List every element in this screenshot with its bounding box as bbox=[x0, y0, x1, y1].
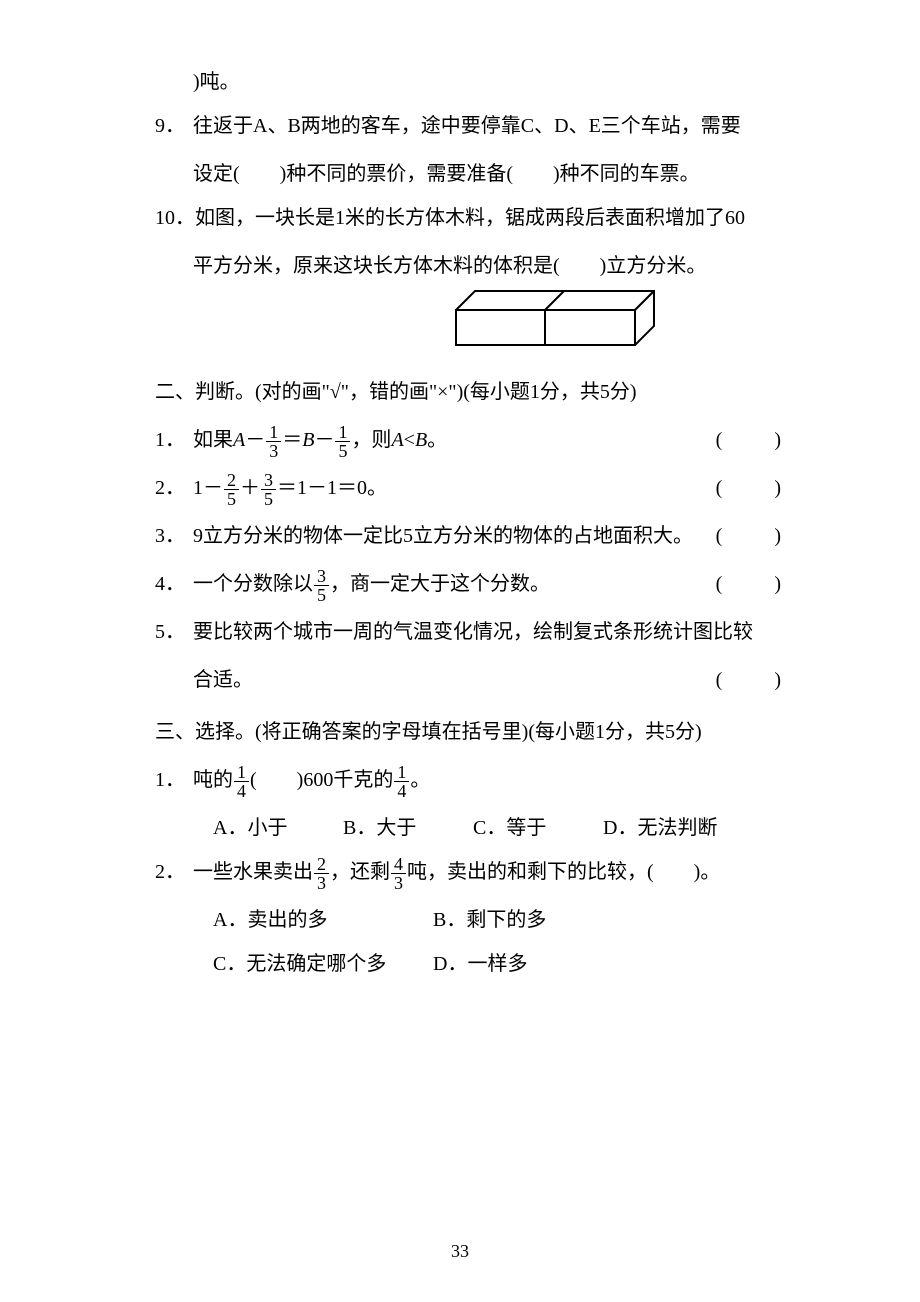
j4-paren[interactable]: ( ) bbox=[716, 562, 785, 606]
j1-varB1: B bbox=[302, 429, 314, 451]
j5-text: 要比较两个城市一周的气温变化情况，绘制复式条形统计图比较 bbox=[193, 610, 785, 654]
c2-choices-row1: A．卖出的多 B．剩下的多 bbox=[155, 898, 785, 942]
c2-frac1: 23 bbox=[314, 855, 329, 892]
c2-pre: 一些水果卖出 bbox=[193, 861, 313, 883]
j5-text-line2: 合适。 ( ) bbox=[193, 658, 785, 702]
j2-mid1: ＋ bbox=[240, 477, 260, 499]
q9-text2: 设定( )种不同的票价，需要准备( )种不同的车票。 bbox=[193, 163, 700, 185]
j1-num: 1． bbox=[155, 418, 193, 462]
j4-text: 一个分数除以35，商一定大于这个分数。 ( ) bbox=[193, 562, 785, 606]
j1-post: 。 bbox=[427, 429, 447, 451]
j2-paren[interactable]: ( ) bbox=[716, 466, 785, 510]
q8-trail-text: )吨。 bbox=[193, 71, 240, 93]
j5-text2: 合适。 bbox=[193, 658, 253, 702]
j4-pre: 一个分数除以 bbox=[193, 573, 313, 595]
j5-paren[interactable]: ( ) bbox=[716, 658, 785, 702]
c1-post: 。 bbox=[410, 769, 430, 791]
j5-text1: 要比较两个城市一周的气温变化情况，绘制复式条形统计图比较 bbox=[193, 610, 753, 654]
c1-choice-c[interactable]: C．等于 bbox=[473, 806, 603, 850]
c1-choice-d[interactable]: D．无法判断 bbox=[603, 806, 733, 850]
j3-paren[interactable]: ( ) bbox=[716, 514, 785, 558]
choice-q1: 1． 吨的14( )600千克的14。 bbox=[155, 758, 785, 802]
c2-num: 2． bbox=[155, 850, 193, 894]
choice-q2: 2． 一些水果卖出23，还剩43吨，卖出的和剩下的比较，( )。 bbox=[155, 850, 785, 894]
c2-mid2: 吨，卖出的和剩下的比较，( )。 bbox=[407, 861, 720, 883]
c1-frac1: 14 bbox=[234, 763, 249, 800]
j4-num: 4． bbox=[155, 562, 193, 606]
q10-text2: 平方分米，原来这块长方体木料的体积是( )立方分米。 bbox=[193, 255, 706, 277]
j3-num: 3． bbox=[155, 514, 193, 558]
j1-varA2: A bbox=[391, 429, 403, 451]
section3-title: 三、选择。(将正确答案的字母填在括号里)(每小题1分，共5分) bbox=[155, 710, 785, 754]
q10-line2: 平方分米，原来这块长方体木料的体积是( )立方分米。 bbox=[155, 244, 785, 288]
c2-frac2: 43 bbox=[391, 855, 406, 892]
j3-maintext: 9立方分米的物体一定比5立方分米的物体的占地面积大。 bbox=[193, 514, 693, 558]
q10-text1: 如图，一块长是1米的长方体木料，锯成两段后表面积增加了60 bbox=[195, 207, 745, 229]
j1-frac1: 13 bbox=[266, 423, 281, 460]
j3-text: 9立方分米的物体一定比5立方分米的物体的占地面积大。 ( ) bbox=[193, 514, 785, 558]
question-10: 10． 如图，一块长是1米的长方体木料，锯成两段后表面积增加了60 bbox=[155, 196, 785, 240]
q9-num: 9． bbox=[155, 104, 193, 148]
q10-num: 10． bbox=[155, 196, 195, 240]
c2-choice-a[interactable]: A．卖出的多 bbox=[213, 898, 433, 942]
j1-lt: < bbox=[404, 429, 415, 451]
c1-choices: A．小于 B．大于 C．等于 D．无法判断 bbox=[155, 806, 785, 850]
q9-line2: 设定( )种不同的票价，需要准备( )种不同的车票。 bbox=[155, 152, 785, 196]
j2-pre: 1－ bbox=[193, 477, 223, 499]
j1-varA1: A bbox=[233, 429, 245, 451]
c2-choice-d[interactable]: D．一样多 bbox=[433, 942, 653, 986]
j1-paren[interactable]: ( ) bbox=[716, 418, 785, 462]
j2-frac2: 35 bbox=[261, 471, 276, 508]
c1-frac2: 14 bbox=[394, 763, 409, 800]
j2-num: 2． bbox=[155, 466, 193, 510]
j1-varB2: B bbox=[415, 429, 427, 451]
j1-mid2: ，则 bbox=[351, 429, 391, 451]
c2-choice-b[interactable]: B．剩下的多 bbox=[433, 898, 653, 942]
q9-text1: 往返于A、B两地的客车，途中要停靠C、D、E三个车站，需要 bbox=[193, 115, 741, 137]
c1-choice-a[interactable]: A．小于 bbox=[213, 806, 343, 850]
judge-5-line2: 合适。 ( ) bbox=[155, 658, 785, 702]
c1-pre: 吨的 bbox=[193, 769, 233, 791]
j1-text: 如果A－13＝B－15，则A<B。 ( ) bbox=[193, 418, 785, 462]
c2-choices-row2: C．无法确定哪个多 D．一样多 bbox=[155, 942, 785, 986]
j2-text: 1－25＋35＝1－1＝0。 ( ) bbox=[193, 466, 785, 510]
j2-frac1: 25 bbox=[224, 471, 239, 508]
judge-4: 4． 一个分数除以35，商一定大于这个分数。 ( ) bbox=[155, 562, 785, 606]
c2-mid1: ，还剩 bbox=[330, 861, 390, 883]
c1-choice-b[interactable]: B．大于 bbox=[343, 806, 473, 850]
j1-pre: 如果 bbox=[193, 429, 233, 451]
c1-content: 吨的14( )600千克的14。 bbox=[193, 758, 785, 802]
q8-trailing: )吨。 bbox=[155, 60, 785, 104]
q10-content: 如图，一块长是1米的长方体木料，锯成两段后表面积增加了60 bbox=[195, 196, 785, 240]
judge-3: 3． 9立方分米的物体一定比5立方分米的物体的占地面积大。 ( ) bbox=[155, 514, 785, 558]
judge-5: 5． 要比较两个城市一周的气温变化情况，绘制复式条形统计图比较 bbox=[155, 610, 785, 654]
j2-mid2: ＝1－1＝0。 bbox=[277, 477, 387, 499]
c2-content: 一些水果卖出23，还剩43吨，卖出的和剩下的比较，( )。 bbox=[193, 850, 785, 894]
judge-1: 1． 如果A－13＝B－15，则A<B。 ( ) bbox=[155, 418, 785, 462]
c1-mid: ( )600千克的 bbox=[250, 769, 393, 791]
j5-num: 5． bbox=[155, 610, 193, 654]
page-number: 33 bbox=[0, 1232, 920, 1272]
j4-post: ，商一定大于这个分数。 bbox=[330, 573, 550, 595]
cuboid-figure bbox=[455, 290, 785, 362]
c1-num: 1． bbox=[155, 758, 193, 802]
judge-2: 2． 1－25＋35＝1－1＝0。 ( ) bbox=[155, 466, 785, 510]
section2-title: 二、判断。(对的画"√"，错的画"×")(每小题1分，共5分) bbox=[155, 370, 785, 414]
j1-mid1: ＝ bbox=[282, 429, 302, 451]
j4-frac1: 35 bbox=[314, 567, 329, 604]
q9-content: 往返于A、B两地的客车，途中要停靠C、D、E三个车站，需要 bbox=[193, 104, 785, 148]
j1-frac2: 15 bbox=[335, 423, 350, 460]
question-9: 9． 往返于A、B两地的客车，途中要停靠C、D、E三个车站，需要 bbox=[155, 104, 785, 148]
c2-choice-c[interactable]: C．无法确定哪个多 bbox=[213, 942, 433, 986]
